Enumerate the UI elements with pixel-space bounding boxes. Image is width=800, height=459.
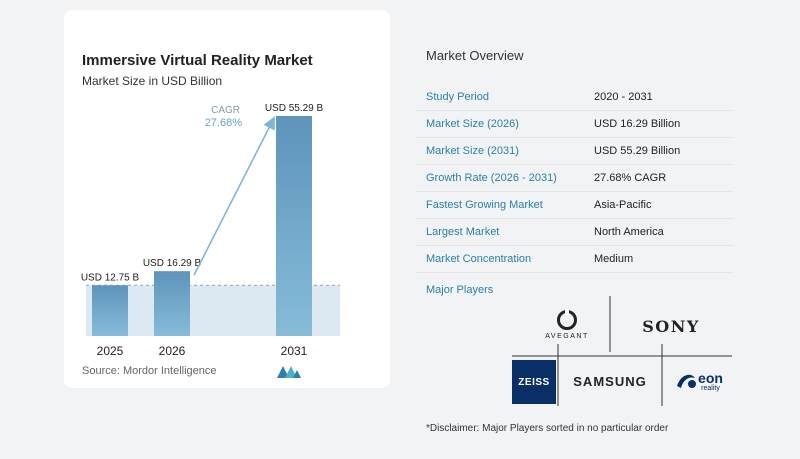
- eon-swoosh-icon: [677, 374, 697, 388]
- overview-row: Fastest Growing Market Asia-Pacific: [416, 192, 734, 219]
- zeiss-wordmark: ZEISS: [518, 376, 550, 388]
- overview-row-key: Market Concentration: [426, 253, 532, 265]
- overview-title: Market Overview: [426, 48, 524, 63]
- overview-row: Market Size (2031) USD 55.29 Billion: [416, 138, 734, 165]
- cagr-value: 27.68%: [205, 117, 243, 129]
- sony-wordmark: SONY: [642, 316, 700, 336]
- overview-row-key: Growth Rate (2026 - 2031): [426, 172, 557, 184]
- cagr-arrow: [193, 116, 275, 276]
- bar-data-label: USD 16.29 B: [143, 258, 202, 269]
- overview-row-key: Market Size (2031): [426, 145, 519, 157]
- overview-row: Study Period 2020 - 2031: [416, 84, 734, 111]
- logo-grid-lines: [512, 296, 732, 406]
- major-players-logos: AVEGANT SONY ZEISS SAMSUNG eon reality: [512, 296, 732, 406]
- source-note: Source: Mordor Intelligence: [82, 365, 217, 377]
- major-players-label: Major Players: [426, 284, 494, 296]
- overview-row-key: Market Size (2026): [426, 118, 519, 130]
- bar-chart: USD 12.75 B 2025 USD 16.29 B 2026 USD 55.29 …: [81, 103, 340, 358]
- mordor-intelligence-logo-icon: [277, 366, 301, 378]
- chart-card: Immersive Virtual Reality Market Market …: [64, 10, 390, 388]
- bar-data-label: USD 55.29 B: [265, 103, 324, 114]
- overview-row-value: USD 16.29 Billion: [594, 118, 681, 130]
- overview-row-value: 27.68% CAGR: [594, 172, 667, 184]
- chart-subtitle: Market Size in USD Billion: [82, 74, 223, 88]
- overview-row-key: Fastest Growing Market: [426, 199, 543, 211]
- bar-2026: [154, 271, 190, 336]
- x-tick-label: 2031: [281, 344, 308, 358]
- overview-row-value: USD 55.29 Billion: [594, 145, 681, 157]
- overview-row-value: North America: [594, 226, 664, 238]
- avegant-logo: AVEGANT: [532, 304, 602, 344]
- zeiss-logo: ZEISS: [512, 360, 556, 404]
- samsung-logo: SAMSUNG: [560, 358, 660, 404]
- overview-row: Market Concentration Medium: [416, 246, 734, 273]
- sony-logo: SONY: [616, 306, 726, 346]
- market-overview-panel: Market Overview Study Period 2020 - 2031 M…: [416, 10, 800, 459]
- overview-row: Growth Rate (2026 - 2031) 27.68% CAGR: [416, 165, 734, 192]
- bar-data-label: USD 12.75 B: [81, 272, 140, 283]
- overview-row-value: 2020 - 2031: [594, 91, 653, 103]
- overview-table: Study Period 2020 - 2031 Market Size (2026…: [416, 84, 734, 273]
- bar-2031: [276, 116, 312, 336]
- avegant-ring-icon: [557, 308, 577, 330]
- bar-2025: [92, 285, 128, 336]
- avegant-wordmark: AVEGANT: [545, 332, 589, 340]
- cagr-label: CAGR: [211, 105, 240, 116]
- eon-reality-subtext: reality: [701, 384, 720, 392]
- x-tick-label: 2025: [97, 344, 124, 358]
- overview-row-key: Study Period: [426, 91, 489, 103]
- x-tick-label: 2026: [159, 344, 186, 358]
- overview-row: Market Size (2026) USD 16.29 Billion: [416, 111, 734, 138]
- eon-wordmark: eon: [698, 369, 723, 386]
- overview-row-key: Largest Market: [426, 226, 500, 238]
- overview-row-value: Medium: [594, 253, 634, 265]
- overview-row-value: Asia-Pacific: [594, 199, 652, 211]
- disclaimer: *Disclaimer: Major Players sorted in no …: [426, 423, 669, 434]
- eon-reality-logo: eon reality: [666, 358, 732, 404]
- chart-title: Immersive Virtual Reality Market: [82, 52, 313, 69]
- samsung-wordmark: SAMSUNG: [573, 373, 647, 389]
- overview-row: Largest Market North America: [416, 219, 734, 246]
